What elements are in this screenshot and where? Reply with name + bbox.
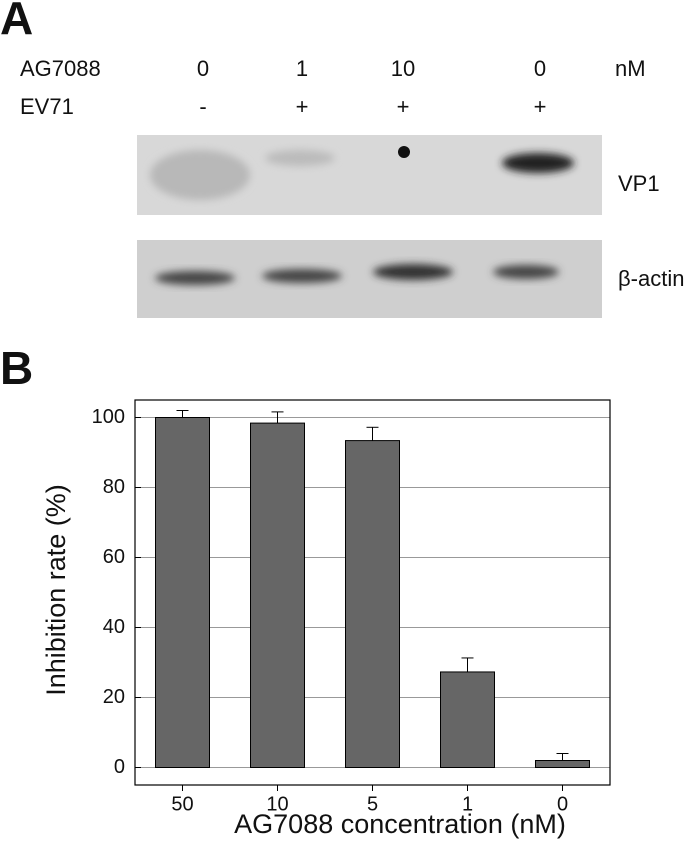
band-label: VP1 bbox=[618, 171, 660, 196]
plot-frame bbox=[134, 399, 611, 786]
x-tick-label: 0 bbox=[557, 793, 568, 815]
y-axis-label: Inhibition rate (%) bbox=[41, 484, 71, 696]
cell-label: 1 bbox=[296, 56, 308, 81]
y-tick-label: 80 bbox=[103, 476, 125, 498]
y-tick-label: 60 bbox=[103, 546, 125, 568]
row-label: EV71 bbox=[20, 94, 74, 119]
unit-label: nM bbox=[615, 56, 646, 81]
y-tick-label: 0 bbox=[114, 756, 125, 778]
blot-actin bbox=[137, 240, 602, 318]
blot-vp1 bbox=[137, 135, 602, 215]
bar bbox=[535, 760, 590, 768]
x-tick-label: 5 bbox=[367, 793, 378, 815]
cell-label: + bbox=[397, 94, 410, 119]
y-tick-label: 40 bbox=[103, 616, 125, 638]
band-label: β-actin bbox=[618, 266, 684, 291]
panel-label: A bbox=[0, 0, 33, 44]
cell-label: 10 bbox=[391, 56, 415, 81]
cell-label: - bbox=[199, 94, 206, 119]
row-label: AG7088 bbox=[20, 56, 101, 81]
y-tick-label: 100 bbox=[92, 406, 125, 428]
panel-label: B bbox=[0, 342, 33, 394]
bar bbox=[345, 440, 400, 768]
x-tick-label: 50 bbox=[171, 793, 193, 815]
x-axis-label: AG7088 concentration (nM) bbox=[234, 809, 566, 839]
cell-label: 0 bbox=[534, 56, 546, 81]
y-tick-label: 20 bbox=[103, 686, 125, 708]
cell-label: + bbox=[534, 94, 547, 119]
bar bbox=[155, 417, 210, 768]
x-tick-label: 1 bbox=[462, 793, 473, 815]
cell-label: 0 bbox=[197, 56, 209, 81]
x-tick-label: 10 bbox=[266, 793, 288, 815]
bar bbox=[250, 422, 305, 768]
cell-label: + bbox=[296, 94, 309, 119]
bar bbox=[440, 671, 495, 769]
